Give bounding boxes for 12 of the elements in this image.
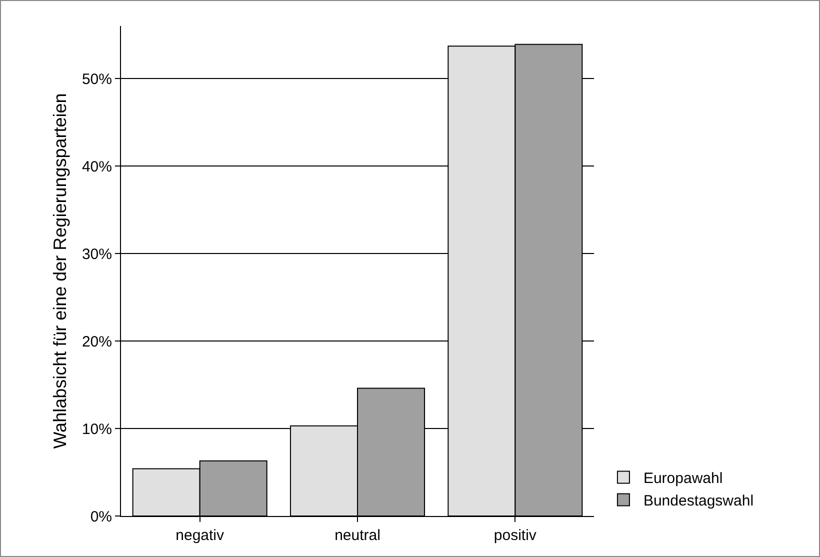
y-tick-label: 20% bbox=[82, 333, 112, 350]
x-tick-label: positiv bbox=[494, 527, 537, 544]
x-tick-label: negativ bbox=[176, 527, 225, 544]
y-tick-label: 0% bbox=[90, 508, 112, 526]
y-tick-label: 40% bbox=[82, 158, 112, 176]
x-tick-label: neutral bbox=[334, 527, 380, 544]
y-tick-label: 30% bbox=[82, 246, 112, 263]
y-axis-title: Wahlabsicht für eine der Regierungsparteien bbox=[50, 93, 70, 449]
y-tick-label: 10% bbox=[82, 420, 112, 438]
legend-label: Europawahl bbox=[643, 470, 723, 488]
legend-label: Bundestagswahl bbox=[643, 492, 754, 510]
y-tick-label: 50% bbox=[82, 70, 112, 88]
